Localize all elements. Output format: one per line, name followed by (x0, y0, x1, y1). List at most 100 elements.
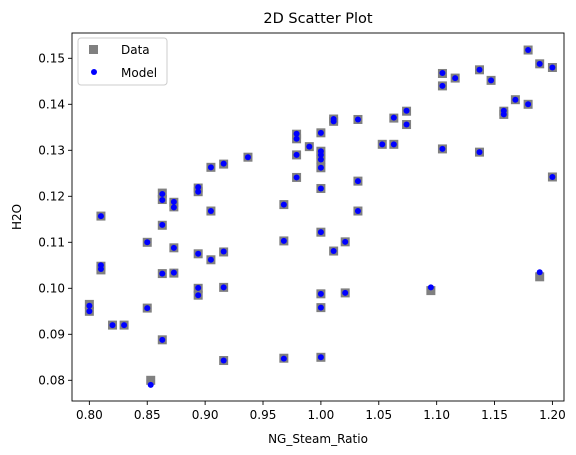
model-point (317, 304, 324, 311)
model-point (390, 114, 397, 121)
y-tick-label: 0.11 (38, 235, 65, 249)
data-point (535, 272, 545, 282)
model-point (317, 156, 324, 163)
model-point (354, 178, 361, 185)
model-point (317, 151, 324, 158)
model-point (293, 174, 300, 181)
model-point (159, 270, 166, 277)
x-tick-label: 0.80 (76, 408, 103, 422)
model-point (330, 248, 337, 255)
legend-model-marker (91, 69, 97, 75)
model-point (403, 107, 410, 114)
model-point (317, 354, 324, 361)
model-point (317, 290, 324, 297)
model-point (159, 221, 166, 228)
model-point (144, 239, 151, 246)
legend-model-label: Model (121, 66, 157, 80)
x-tick-label: 1.05 (365, 408, 392, 422)
model-point (170, 269, 177, 276)
model-point (280, 201, 287, 208)
model-point (293, 130, 300, 137)
legend-box (77, 37, 168, 86)
model-point (220, 284, 227, 291)
chart-title: 2D Scatter Plot (263, 11, 373, 27)
model-point (159, 191, 166, 197)
y-tick-label: 0.14 (38, 97, 65, 111)
x-tick-label: 1.00 (308, 408, 335, 422)
y-tick-label: 0.13 (38, 143, 65, 157)
model-point (549, 64, 556, 71)
data-point (146, 375, 156, 385)
model-point (220, 160, 227, 167)
y-axis-title: H2O (10, 204, 24, 230)
model-point (317, 185, 324, 192)
model-point (525, 101, 532, 108)
model-point (86, 308, 93, 315)
model-point (207, 164, 214, 171)
axes-frame (71, 32, 565, 402)
model-point (549, 173, 556, 180)
data-point (426, 286, 436, 296)
model-point (452, 75, 459, 82)
model-point (354, 208, 361, 215)
model-point (390, 141, 397, 148)
model-point (427, 284, 434, 291)
model-point (317, 129, 324, 136)
x-axis-title: NG_Steam_Ratio (268, 432, 368, 446)
model-point (439, 70, 446, 77)
model-point (195, 292, 202, 299)
model-point (170, 244, 177, 251)
model-point (379, 141, 386, 148)
model-point (536, 269, 543, 276)
model-point (220, 357, 227, 364)
model-point (195, 250, 202, 257)
model-point (439, 82, 446, 89)
model-point (220, 248, 227, 255)
legend: Data Model (77, 37, 168, 86)
model-point (439, 145, 446, 152)
model-point (306, 143, 313, 150)
model-point (109, 322, 116, 329)
x-tick-label: 0.90 (192, 408, 219, 422)
model-point (207, 256, 214, 263)
legend-data-label: Data (121, 43, 150, 57)
model-point (342, 238, 349, 245)
model-point (244, 154, 251, 161)
model-point (195, 188, 202, 195)
model-point (330, 118, 337, 125)
model-point (342, 289, 349, 296)
y-tick-label: 0.08 (38, 373, 65, 387)
y-tick-label: 0.15 (38, 51, 65, 65)
model-point (354, 116, 361, 123)
model-point (195, 284, 202, 291)
model-point (317, 164, 324, 171)
model-point (317, 229, 324, 236)
y-tick-label: 0.10 (38, 281, 65, 295)
model-point (525, 47, 532, 54)
x-tick-label: 1.10 (423, 408, 450, 422)
x-tick-label: 1.20 (539, 408, 566, 422)
x-tick-label: 0.95 (250, 408, 277, 422)
model-point (293, 151, 300, 158)
y-axis: 0.08 0.09 0.10 0.11 0.12 0.13 0.14 0.15 (38, 51, 72, 387)
model-point (280, 237, 287, 244)
x-tick-label: 0.85 (134, 408, 161, 422)
model-point (97, 265, 104, 272)
model-point (500, 111, 507, 118)
model-point (207, 208, 214, 215)
model-point (280, 355, 287, 362)
model-point (121, 322, 128, 329)
x-tick-label: 1.15 (481, 408, 508, 422)
model-point (170, 198, 177, 205)
model-point (144, 305, 151, 312)
model-point (476, 149, 483, 156)
model-point (403, 121, 410, 128)
model-point (512, 96, 519, 103)
model-point (147, 381, 154, 388)
model-point (536, 60, 543, 67)
model-point (195, 184, 202, 191)
model-series (86, 47, 556, 388)
y-tick-label: 0.12 (38, 189, 65, 203)
model-point (170, 204, 177, 211)
